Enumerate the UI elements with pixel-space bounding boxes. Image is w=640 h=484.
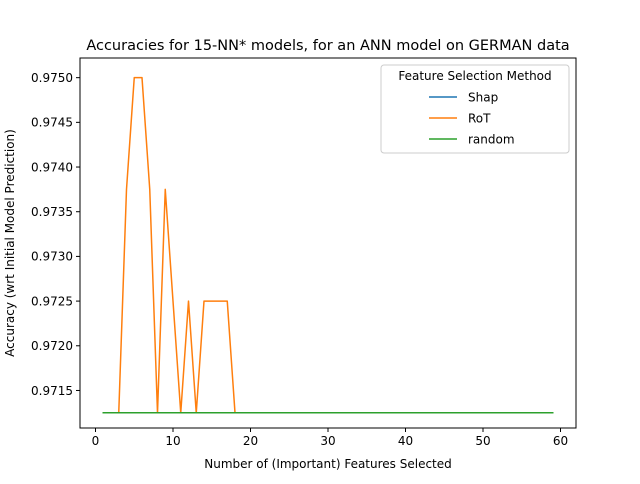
x-tick-label: 10 bbox=[165, 434, 180, 448]
y-tick-label: 0.9720 bbox=[31, 339, 73, 353]
y-tick-label: 0.9730 bbox=[31, 250, 73, 264]
y-tick-label: 0.9745 bbox=[31, 116, 73, 130]
y-tick-label: 0.9740 bbox=[31, 160, 73, 174]
legend: Feature Selection Method Shap RoT random bbox=[380, 64, 570, 154]
legend-label: Shap bbox=[468, 90, 498, 104]
legend-entries: Shap RoT random bbox=[429, 90, 515, 146]
x-tick-label: 40 bbox=[398, 434, 413, 448]
x-axis-label: Number of (Important) Features Selected bbox=[204, 457, 452, 471]
y-axis-ticks: 0.9715 0.9720 0.9725 0.9730 0.9735 0.9740 0.97… bbox=[31, 71, 80, 398]
x-tick-label: 20 bbox=[243, 434, 258, 448]
legend-title: Feature Selection Method bbox=[398, 69, 551, 83]
y-tick-label: 0.9735 bbox=[31, 205, 73, 219]
y-tick-label: 0.9750 bbox=[31, 71, 73, 85]
legend-label: RoT bbox=[468, 111, 491, 125]
x-tick-label: 30 bbox=[320, 434, 335, 448]
series-line-rot bbox=[102, 76, 554, 414]
chart-title: Accuracies for 15-NN* models, for an ANN… bbox=[86, 38, 569, 54]
y-tick-label: 0.9715 bbox=[31, 384, 73, 398]
y-tick-label: 0.9725 bbox=[31, 294, 73, 308]
x-tick-label: 60 bbox=[553, 434, 568, 448]
legend-box bbox=[380, 64, 570, 154]
y-axis-label: Accuracy (wrt Initial Model Prediction) bbox=[3, 129, 17, 357]
x-tick-label: 0 bbox=[92, 434, 100, 448]
x-tick-label: 50 bbox=[475, 434, 490, 448]
x-axis-ticks: 0 10 20 30 40 50 60 bbox=[92, 428, 568, 448]
plot-series bbox=[102, 76, 554, 414]
legend-label: random bbox=[468, 132, 515, 146]
